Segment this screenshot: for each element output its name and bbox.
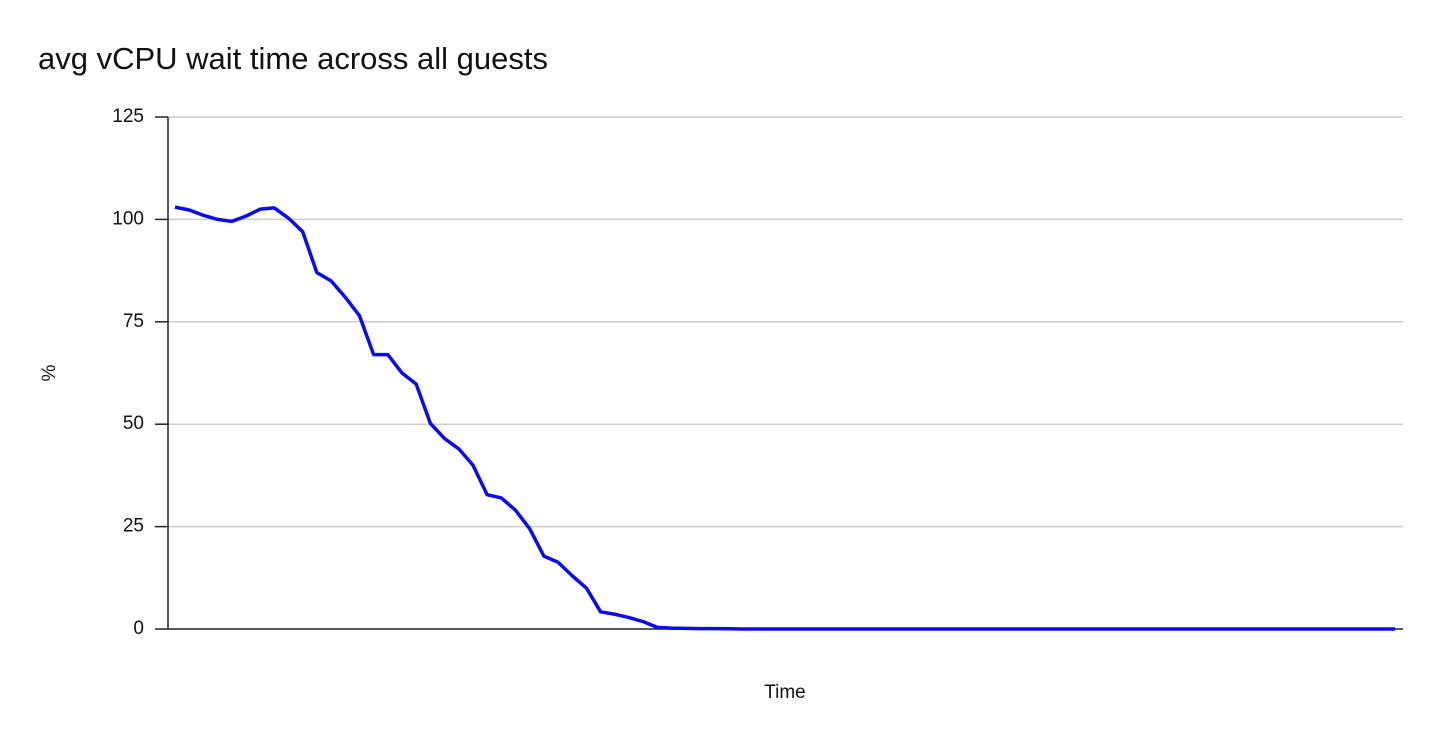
y-tick-label: 100	[112, 208, 144, 229]
y-tick-label: 75	[123, 311, 144, 332]
y-tick-label: 25	[123, 516, 144, 537]
chart-title: avg vCPU wait time across all guests	[38, 41, 548, 76]
y-axis-label: %	[39, 364, 60, 381]
y-tick-label: 0	[133, 618, 144, 639]
data-line	[174, 205, 1395, 631]
y-tick-label: 125	[112, 106, 144, 127]
x-axis-label: Time	[764, 682, 806, 703]
y-tick-label: 50	[123, 413, 144, 434]
